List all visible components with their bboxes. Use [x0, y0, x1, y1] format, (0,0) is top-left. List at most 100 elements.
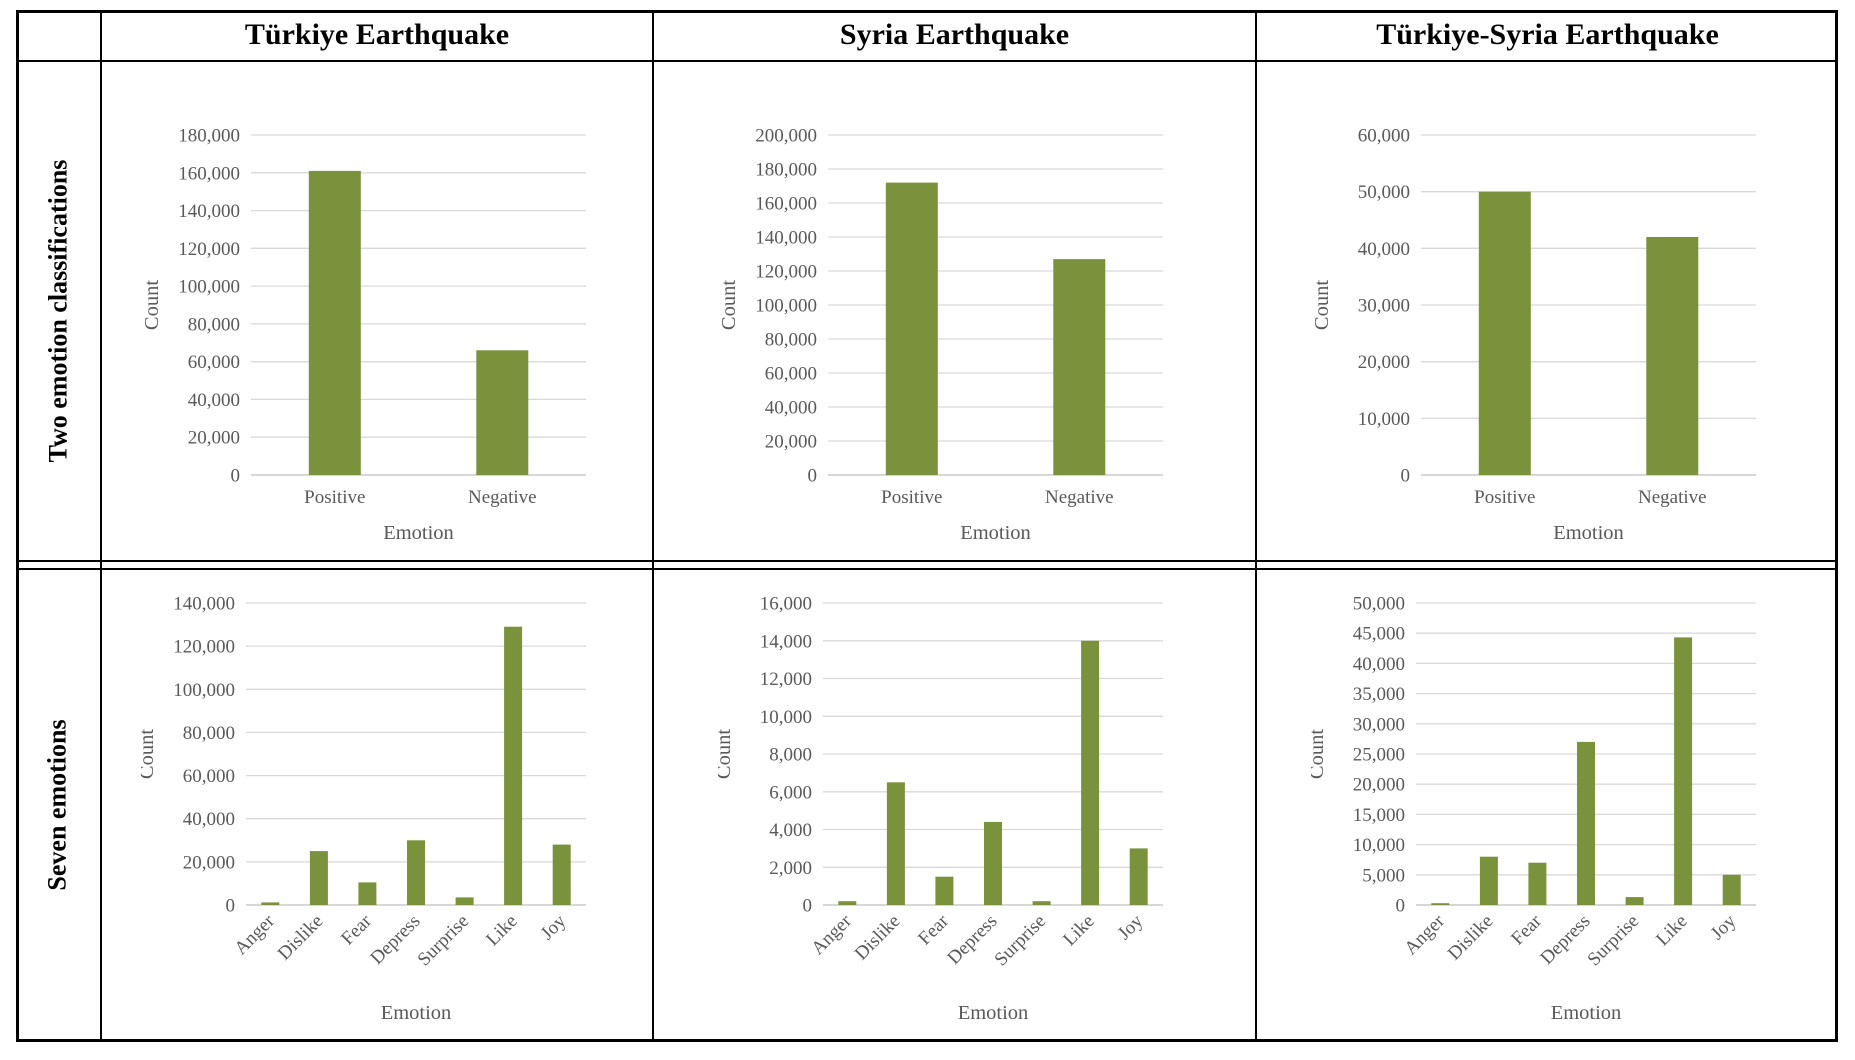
y-axis-title: Count [718, 280, 740, 330]
bar-anger [261, 902, 280, 905]
y-tick-label: 6,000 [769, 782, 812, 803]
column-header-syria: Syria Earthquake [839, 18, 1070, 51]
y-tick-label: 140,000 [755, 227, 817, 248]
x-tick-label: Negative [468, 487, 537, 508]
y-axis-title: Count [1311, 729, 1328, 779]
y-tick-label: 25,000 [1353, 744, 1405, 765]
y-tick-label: 40,000 [765, 397, 817, 418]
x-tick-label: Positive [304, 487, 365, 508]
y-tick-label: 100,000 [755, 295, 817, 316]
bar-like [1674, 637, 1693, 905]
y-tick-label: 180,000 [178, 125, 240, 146]
chart-syria-seven-emotions: 0 2,000 4,000 6,000 8,000 10,000 12,000 14,000 1… [713, 585, 1188, 1035]
bar-negative [1053, 259, 1106, 475]
bar-fear [935, 876, 954, 905]
y-tick-label: 10,000 [1358, 409, 1410, 430]
y-tick-label: 12,000 [760, 669, 812, 690]
y-tick-label: 80,000 [183, 723, 235, 744]
chart-canvas: 0 20,000 40,000 60,000 80,000 100,000 120,000 1… [141, 125, 586, 544]
y-tick-label: 2,000 [769, 858, 812, 879]
y-tick-label: 60,000 [183, 766, 235, 787]
y-tick-label: 4,000 [769, 820, 812, 841]
table-vertical-line [1255, 10, 1257, 1042]
y-tick-label: 0 [803, 895, 813, 916]
y-tick-label: 0 [1401, 465, 1411, 486]
x-tick-label: Depress [366, 911, 424, 969]
row-label-seven-emotions: Seven emotions [16, 570, 100, 1040]
x-tick-label: Positive [881, 487, 942, 508]
x-tick-label: Like [1652, 911, 1691, 950]
column-header-turkiye-syria: Türkiye-Syria Earthquake [1376, 18, 1719, 51]
y-tick-label: 30,000 [1358, 295, 1410, 316]
y-tick-label: 0 [226, 895, 236, 916]
x-tick-label: Fear [1507, 910, 1546, 949]
y-tick-label: 14,000 [760, 631, 812, 652]
y-tick-label: 10,000 [760, 707, 812, 728]
y-axis-title: Count [141, 280, 163, 330]
bar-fear [1528, 862, 1547, 905]
x-tick-label: Dislike [851, 911, 905, 965]
chart-canvas: 0 20,000 40,000 60,000 80,000 100,000 120,000 1… [718, 125, 1163, 544]
y-axis-title: Count [141, 729, 158, 779]
column-header-turkiye: Türkiye Earthquake [244, 18, 510, 51]
table-vertical-line [100, 10, 102, 1042]
y-tick-label: 30,000 [1353, 714, 1405, 735]
bar-surprise [455, 897, 474, 905]
y-tick-label: 120,000 [178, 239, 240, 260]
x-tick-label: Positive [1474, 487, 1535, 508]
table-vertical-line [652, 10, 654, 1042]
bar-dislike [1479, 856, 1498, 905]
bar-anger [1431, 903, 1450, 905]
x-tick-label: Fear [337, 910, 376, 949]
bar-like [1081, 640, 1100, 906]
y-tick-label: 20,000 [1358, 352, 1410, 373]
table-row-divider [16, 560, 1838, 562]
y-tick-label: 5,000 [1362, 865, 1405, 886]
y-tick-label: 140,000 [178, 201, 240, 222]
y-tick-label: 0 [231, 465, 241, 486]
y-tick-label: 45,000 [1353, 624, 1405, 645]
y-tick-label: 60,000 [1358, 125, 1410, 146]
x-tick-label: Dislike [1444, 911, 1498, 965]
x-tick-label: Like [482, 911, 521, 950]
x-tick-label: Joy [1707, 910, 1741, 944]
bar-fear [358, 882, 377, 905]
y-tick-label: 20,000 [188, 428, 240, 449]
bar-positive [885, 182, 938, 475]
bar-dislike [886, 782, 905, 905]
chart-turkiye-two-emotions: 0 20,000 40,000 60,000 80,000 100,000 120,000 1… [141, 95, 611, 555]
y-tick-label: 40,000 [1358, 239, 1410, 260]
y-tick-label: 200,000 [755, 125, 817, 146]
x-tick-label: Negative [1045, 487, 1114, 508]
y-tick-label: 0 [808, 465, 818, 486]
bar-depress [1577, 741, 1595, 905]
y-tick-label: 180,000 [755, 159, 817, 180]
x-tick-label: Joy [1114, 910, 1148, 944]
x-tick-label: Anger [1400, 910, 1449, 959]
y-tick-label: 120,000 [755, 261, 817, 282]
y-tick-label: 100,000 [173, 680, 235, 701]
bar-surprise [1032, 901, 1051, 905]
x-tick-label: Anger [807, 910, 856, 959]
x-axis-title: Emotion [958, 1002, 1029, 1024]
x-axis-title: Emotion [383, 522, 454, 544]
bar-positive [1478, 191, 1531, 475]
y-tick-label: 40,000 [188, 390, 240, 411]
y-tick-label: 100,000 [178, 277, 240, 298]
y-tick-label: 15,000 [1353, 805, 1405, 826]
x-tick-label: Joy [537, 910, 571, 944]
y-tick-label: 80,000 [765, 329, 817, 350]
bar-depress [984, 821, 1002, 905]
bar-negative [1646, 237, 1699, 475]
y-tick-label: 40,000 [183, 809, 235, 830]
x-tick-label: Surprise [414, 911, 474, 971]
chart-canvas: 0 20,000 40,000 60,000 80,000 100,000 120,000 1… [136, 593, 586, 1024]
y-tick-label: 120,000 [173, 637, 235, 658]
x-tick-label: Negative [1638, 487, 1707, 508]
x-tick-label: Depress [1536, 911, 1594, 969]
x-tick-label: Like [1059, 911, 1098, 950]
x-tick-label: Fear [914, 910, 953, 949]
y-tick-label: 160,000 [178, 163, 240, 184]
x-axis-title: Emotion [1551, 1002, 1622, 1024]
